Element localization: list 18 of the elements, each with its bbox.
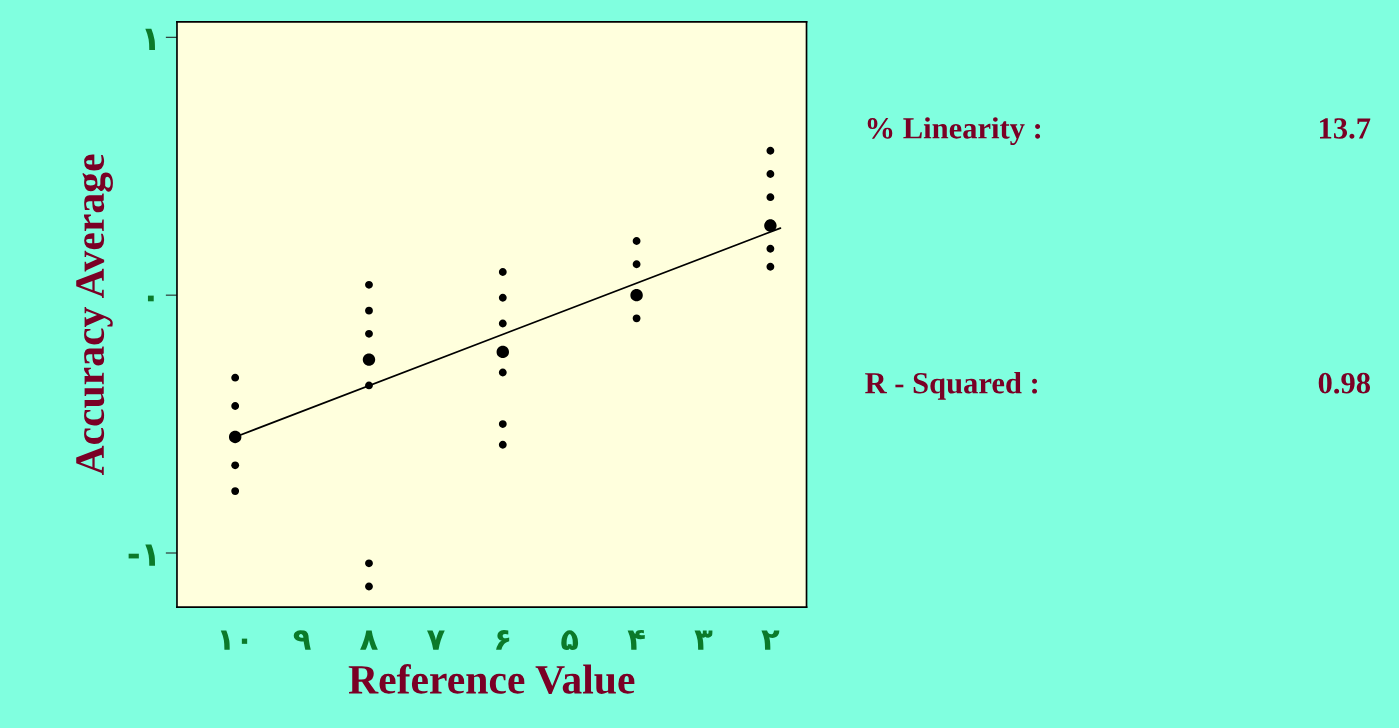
x-tick-label: ۱۰ (220, 630, 248, 650)
x-tick-label: ۲ (761, 630, 780, 650)
x-axis-title: Reference Value (348, 664, 635, 695)
x-tick-label: ۳ (694, 630, 713, 650)
text: 0.98 (1318, 372, 1371, 394)
y-tick-label: ۰ (147, 295, 154, 302)
text: R - Squared : (865, 371, 1038, 400)
x-tick-label: ۴ (627, 629, 645, 650)
x-tick-label: ۵ (561, 630, 579, 651)
x-tick-label: ۷ (427, 630, 445, 650)
y-tick-label: -۱ (128, 544, 156, 566)
x-tick-label: ۸ (360, 630, 378, 650)
y-axis-title: Accuracy Average (76, 154, 113, 476)
text: % Linearity : (867, 117, 1041, 145)
y-tick-label: ۱ (145, 28, 156, 50)
x-tick-label: ۶ (496, 630, 510, 650)
text: 13.7 (1320, 118, 1371, 139)
x-tick-label: ۹ (293, 630, 311, 650)
